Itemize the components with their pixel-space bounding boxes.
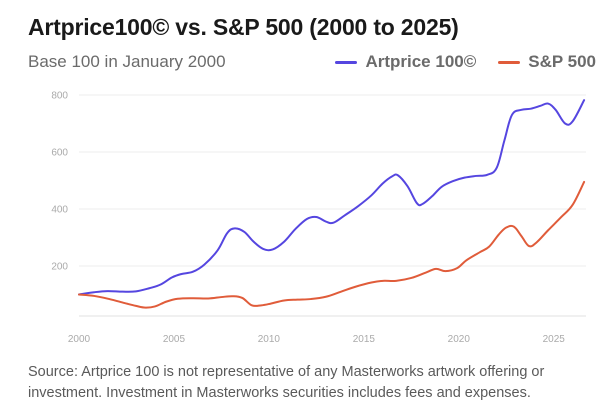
legend-swatch-artprice: [335, 60, 358, 64]
series-line-artprice: [78, 99, 586, 296]
y-tick-label: 200: [51, 262, 68, 273]
x-tick-label: 2020: [448, 334, 471, 345]
x-tick-label: 2000: [68, 334, 91, 345]
y-tick-label: 400: [51, 205, 68, 216]
chart-legend: Artprice 100© S&P 500: [335, 52, 596, 72]
chart-grid: [79, 94, 586, 317]
line-chart: 200 400 600 800 2000 2005 2010 2015 2020 2025: [51, 91, 586, 345]
x-tick-label: 2010: [258, 334, 281, 345]
legend-swatch-sp500: [498, 60, 521, 64]
x-axis-ticks: 2000 2005 2010 2015 2020 2025: [68, 334, 565, 345]
source-footnote: Source: Artprice 100 is not representati…: [28, 364, 545, 401]
x-tick-label: 2005: [163, 334, 186, 345]
legend-item-sp500: S&P 500: [498, 52, 596, 72]
chart-subtitle: Base 100 in January 2000: [28, 52, 226, 71]
chart-title: Artprice100© vs. S&P 500 (2000 to 2025): [28, 14, 459, 40]
x-tick-label: 2025: [543, 334, 566, 345]
y-tick-label: 800: [51, 91, 68, 102]
x-tick-label: 2015: [353, 334, 376, 345]
chart-series: [78, 99, 586, 309]
legend-label-artprice: Artprice 100©: [365, 52, 477, 71]
legend-label-sp500: S&P 500: [528, 52, 596, 71]
series-line-sp500: [78, 180, 586, 309]
y-axis-ticks: 200 400 600 800: [51, 91, 68, 273]
legend-item-artprice: Artprice 100©: [335, 52, 476, 72]
y-tick-label: 600: [51, 148, 68, 159]
